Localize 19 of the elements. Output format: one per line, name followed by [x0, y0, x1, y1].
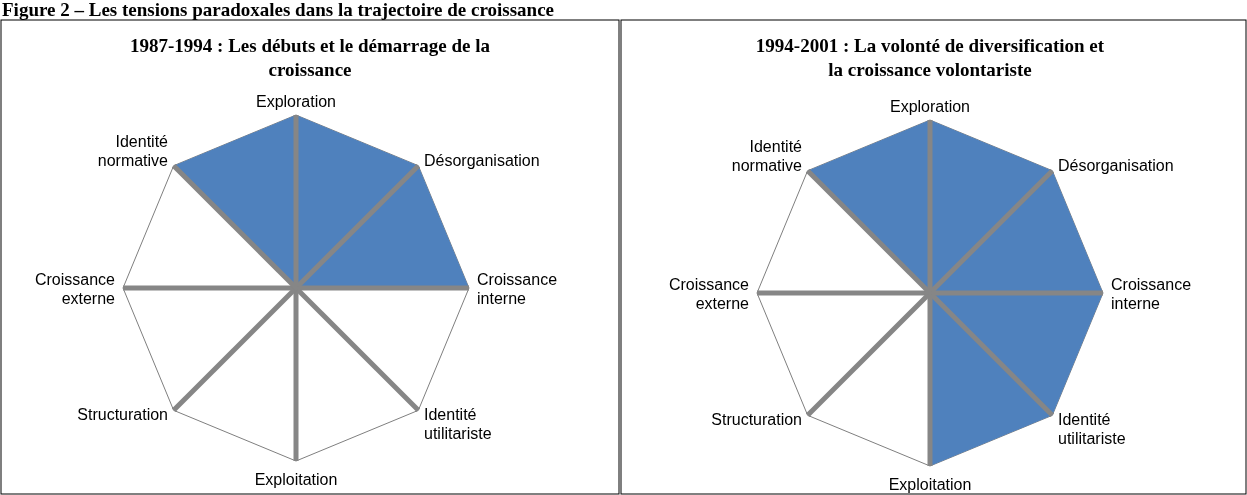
spoke-label: Exploitation: [254, 471, 338, 488]
caption: Figure 2 – Les tensions paradoxales dans la trajectoire de croissance: [2, 0, 555, 20]
spoke-label: Croissance externe: [668, 275, 750, 312]
spoke-label: Croissance interne: [477, 270, 558, 307]
spoke-label: Croissance externe: [34, 270, 116, 307]
chart-title: 1994-2001 : La volonté de diversification et la croissance volontariste: [755, 35, 1105, 80]
spoke-label: Structuration: [77, 406, 169, 424]
spoke-label: Croissance interne: [1111, 275, 1192, 312]
spoke-label: Désorganisation: [1057, 156, 1174, 174]
spoke-label: Exploration: [889, 98, 971, 115]
spoke-label: Exploration: [255, 93, 337, 110]
spoke-label: Identité normative: [97, 132, 169, 169]
spoke-label: Identité utilitariste: [423, 406, 492, 443]
spoke-label: Exploitation: [888, 476, 972, 493]
chart-title: 1987-1994 : Les débuts et le démarrage de la croissance: [130, 35, 491, 80]
spoke-label: Identité utilitariste: [1057, 411, 1126, 448]
spoke-label: Désorganisation: [423, 151, 540, 169]
spoke-label: Structuration: [711, 411, 803, 429]
spoke-label: Identité normative: [731, 137, 803, 174]
